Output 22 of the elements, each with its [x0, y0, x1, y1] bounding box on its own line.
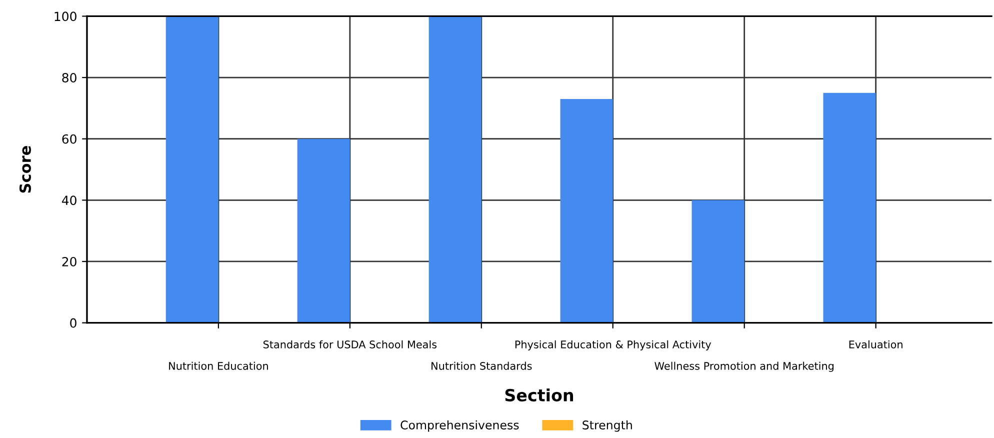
legend-label: Strength [582, 420, 632, 432]
legend-label: Comprehensiveness [400, 420, 519, 432]
x-tick-label: Wellness Promotion and Marketing [654, 362, 834, 372]
x-tick-label: Standards for USDA School Meals [263, 340, 437, 348]
y-axis-title: Score [19, 146, 31, 193]
bar [297, 138, 350, 323]
x-tick-label: Evaluation [849, 340, 902, 348]
x-tick-label: Nutrition Education [169, 362, 268, 370]
x-axis-title: Section [505, 388, 574, 402]
bar [823, 92, 876, 323]
y-tick-label: 80 [62, 73, 76, 82]
y-tick-label: 0 [70, 318, 76, 328]
bar [428, 16, 482, 323]
y-tick-label: 60 [62, 134, 76, 144]
y-tick-label: 40 [62, 196, 76, 206]
x-tick-label: Nutrition Standards [432, 362, 532, 370]
bar [166, 16, 218, 323]
y-tick-label: 100 [54, 12, 76, 22]
bar [560, 98, 613, 323]
x-tick-label: Physical Education & Physical Activity [515, 340, 712, 350]
bar [692, 200, 744, 323]
y-tick-label: 20 [62, 256, 76, 266]
